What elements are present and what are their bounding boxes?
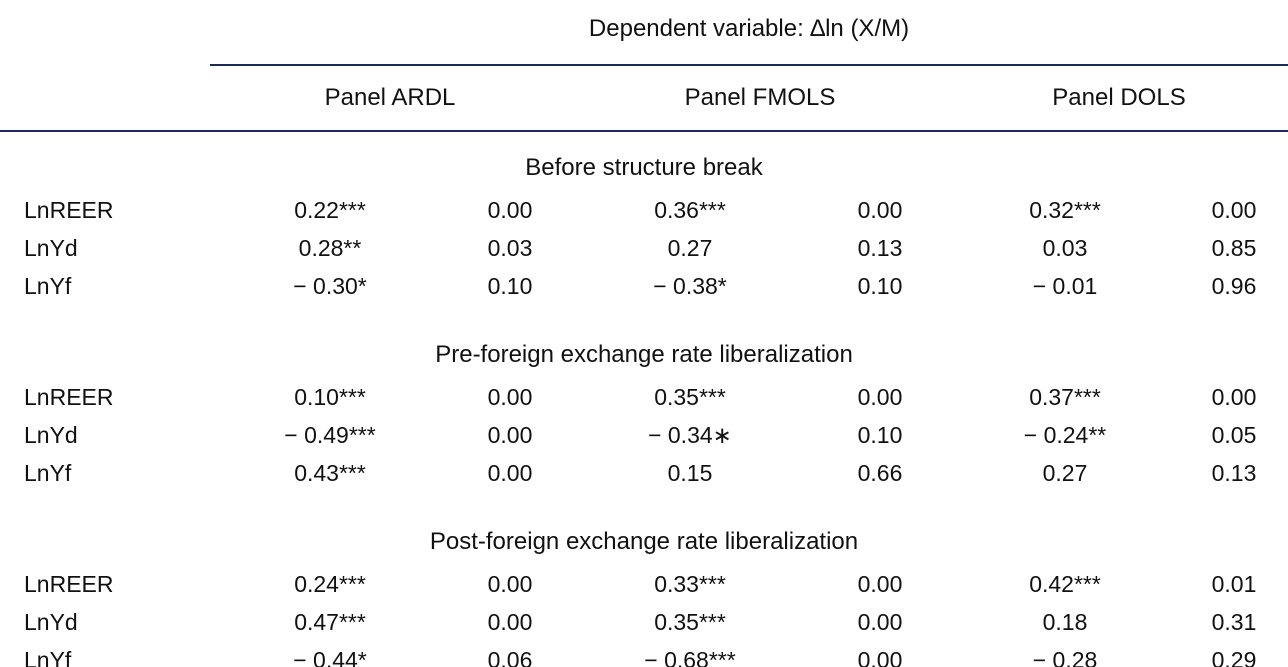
table-row: LnREER 0.10*** 0.00 0.35*** 0.00 0.37***…: [0, 378, 1288, 416]
section-title: Pre-foreign exchange rate liberalization: [435, 341, 853, 368]
coefficient-cell: 0.43***: [294, 459, 366, 486]
coefficient-cell: 0.37***: [1029, 383, 1101, 410]
coefficient-cell: 0.35***: [654, 383, 726, 410]
coefficient-cell: 0.35***: [654, 608, 726, 635]
header-spacer: [0, 65, 210, 132]
column-group-panel-fmols: Panel FMOLS: [570, 65, 950, 132]
pvalue-cell: 0.00: [857, 570, 903, 597]
pvalue-cell: 0.01: [1211, 570, 1257, 597]
coefficient-cell: 0.28**: [298, 234, 362, 261]
pvalue-cell: 0.00: [1211, 196, 1257, 223]
coefficient-cell: 0.27: [1042, 459, 1088, 486]
pvalue-cell: 0.00: [487, 383, 533, 410]
coefficient-cell: − 0.68***: [644, 646, 736, 667]
coefficient-cell: 0.42***: [1029, 570, 1101, 597]
pvalue-cell: 0.85: [1211, 234, 1257, 261]
coefficient-cell: 0.10***: [294, 383, 366, 410]
coefficient-cell: − 0.28: [1032, 646, 1098, 667]
coefficient-cell: 0.15: [667, 459, 713, 486]
column-group-panel-ardl: Panel ARDL: [210, 65, 570, 132]
row-label: LnYd: [24, 234, 78, 261]
section-title-row: Before structure break: [0, 131, 1288, 191]
dependent-variable-row: Dependent variable: ∆ln (X/M): [0, 0, 1288, 66]
coefficient-cell: 0.27: [667, 234, 713, 261]
coefficient-cell: − 0.24**: [1023, 421, 1107, 448]
section-title: Before structure break: [525, 154, 763, 181]
coefficient-cell: 0.22***: [294, 196, 366, 223]
coefficient-cell: 0.32***: [1029, 196, 1101, 223]
pvalue-cell: 0.05: [1211, 421, 1257, 448]
row-label: LnYf: [24, 272, 72, 299]
coefficient-cell: 0.18: [1042, 608, 1088, 635]
pvalue-cell: 0.00: [487, 608, 533, 635]
coefficient-cell: 0.36***: [654, 196, 726, 223]
row-label: LnYd: [24, 421, 78, 448]
table-row: LnYd − 0.49*** 0.00 − 0.34∗ 0.10 − 0.24*…: [0, 416, 1288, 454]
pvalue-cell: 0.03: [487, 234, 533, 261]
coefficient-cell: − 0.30*: [293, 272, 367, 299]
section-title: Post-foreign exchange rate liberalizatio…: [429, 528, 859, 555]
pvalue-cell: 0.06: [487, 646, 533, 667]
dependent-variable-header: Dependent variable: ∆ln (X/M): [210, 0, 1288, 66]
pvalue-cell: 0.00: [857, 383, 903, 410]
pvalue-cell: 0.00: [1211, 383, 1257, 410]
coefficient-cell: 0.47***: [294, 608, 366, 635]
table-row: LnYd 0.47*** 0.00 0.35*** 0.00 0.18 0.31: [0, 603, 1288, 641]
pvalue-cell: 0.29: [1211, 646, 1257, 667]
table-row: LnYd 0.28** 0.03 0.27 0.13 0.03 0.85: [0, 229, 1288, 267]
row-label: LnREER: [24, 196, 114, 223]
pvalue-cell: 0.10: [857, 421, 903, 448]
pvalue-cell: 0.00: [487, 196, 533, 223]
row-label: LnYf: [24, 646, 72, 667]
row-label: LnYd: [24, 608, 78, 635]
coefficient-cell: 0.03: [1042, 234, 1088, 261]
row-label: LnREER: [24, 570, 114, 597]
pvalue-cell: 0.00: [857, 608, 903, 635]
coefficient-cell: − 0.38*: [653, 272, 727, 299]
section-title-row: Pre-foreign exchange rate liberalization: [0, 305, 1288, 378]
coefficient-cell: − 0.49***: [284, 421, 376, 448]
header-spacer: [0, 0, 210, 65]
pvalue-cell: 0.96: [1211, 272, 1257, 299]
pvalue-cell: 0.10: [857, 272, 903, 299]
column-group-row: Panel ARDL Panel FMOLS Panel DOLS: [0, 65, 1288, 132]
table-row: LnREER 0.22*** 0.00 0.36*** 0.00 0.32***…: [0, 191, 1288, 229]
coefficient-cell: − 0.01: [1032, 272, 1098, 299]
table-row: LnYf 0.43*** 0.00 0.15 0.66 0.27 0.13: [0, 454, 1288, 492]
table-row: LnYf − 0.30* 0.10 − 0.38* 0.10 − 0.01 0.…: [0, 267, 1288, 305]
pvalue-cell: 0.00: [487, 421, 533, 448]
pvalue-cell: 0.13: [857, 234, 903, 261]
table-row: LnYf − 0.44* 0.06 − 0.68*** 0.00 − 0.28 …: [0, 641, 1288, 667]
pvalue-cell: 0.00: [487, 570, 533, 597]
coefficient-cell: 0.33***: [654, 570, 726, 597]
coefficient-cell: 0.24***: [294, 570, 366, 597]
row-label: LnREER: [24, 383, 114, 410]
pvalue-cell: 0.00: [857, 196, 903, 223]
pvalue-cell: 0.31: [1211, 608, 1257, 635]
pvalue-cell: 0.00: [487, 459, 533, 486]
coefficient-cell: − 0.44*: [293, 646, 367, 667]
row-label: LnYf: [24, 459, 72, 486]
pvalue-cell: 0.66: [857, 459, 903, 486]
column-group-panel-dols: Panel DOLS: [950, 65, 1288, 132]
pvalue-cell: 0.10: [487, 272, 533, 299]
pvalue-cell: 0.13: [1211, 459, 1257, 486]
section-title-row: Post-foreign exchange rate liberalizatio…: [0, 492, 1288, 565]
coefficient-cell: − 0.34∗: [648, 421, 732, 448]
pvalue-cell: 0.00: [857, 646, 903, 667]
table-row: LnREER 0.24*** 0.00 0.33*** 0.00 0.42***…: [0, 565, 1288, 603]
